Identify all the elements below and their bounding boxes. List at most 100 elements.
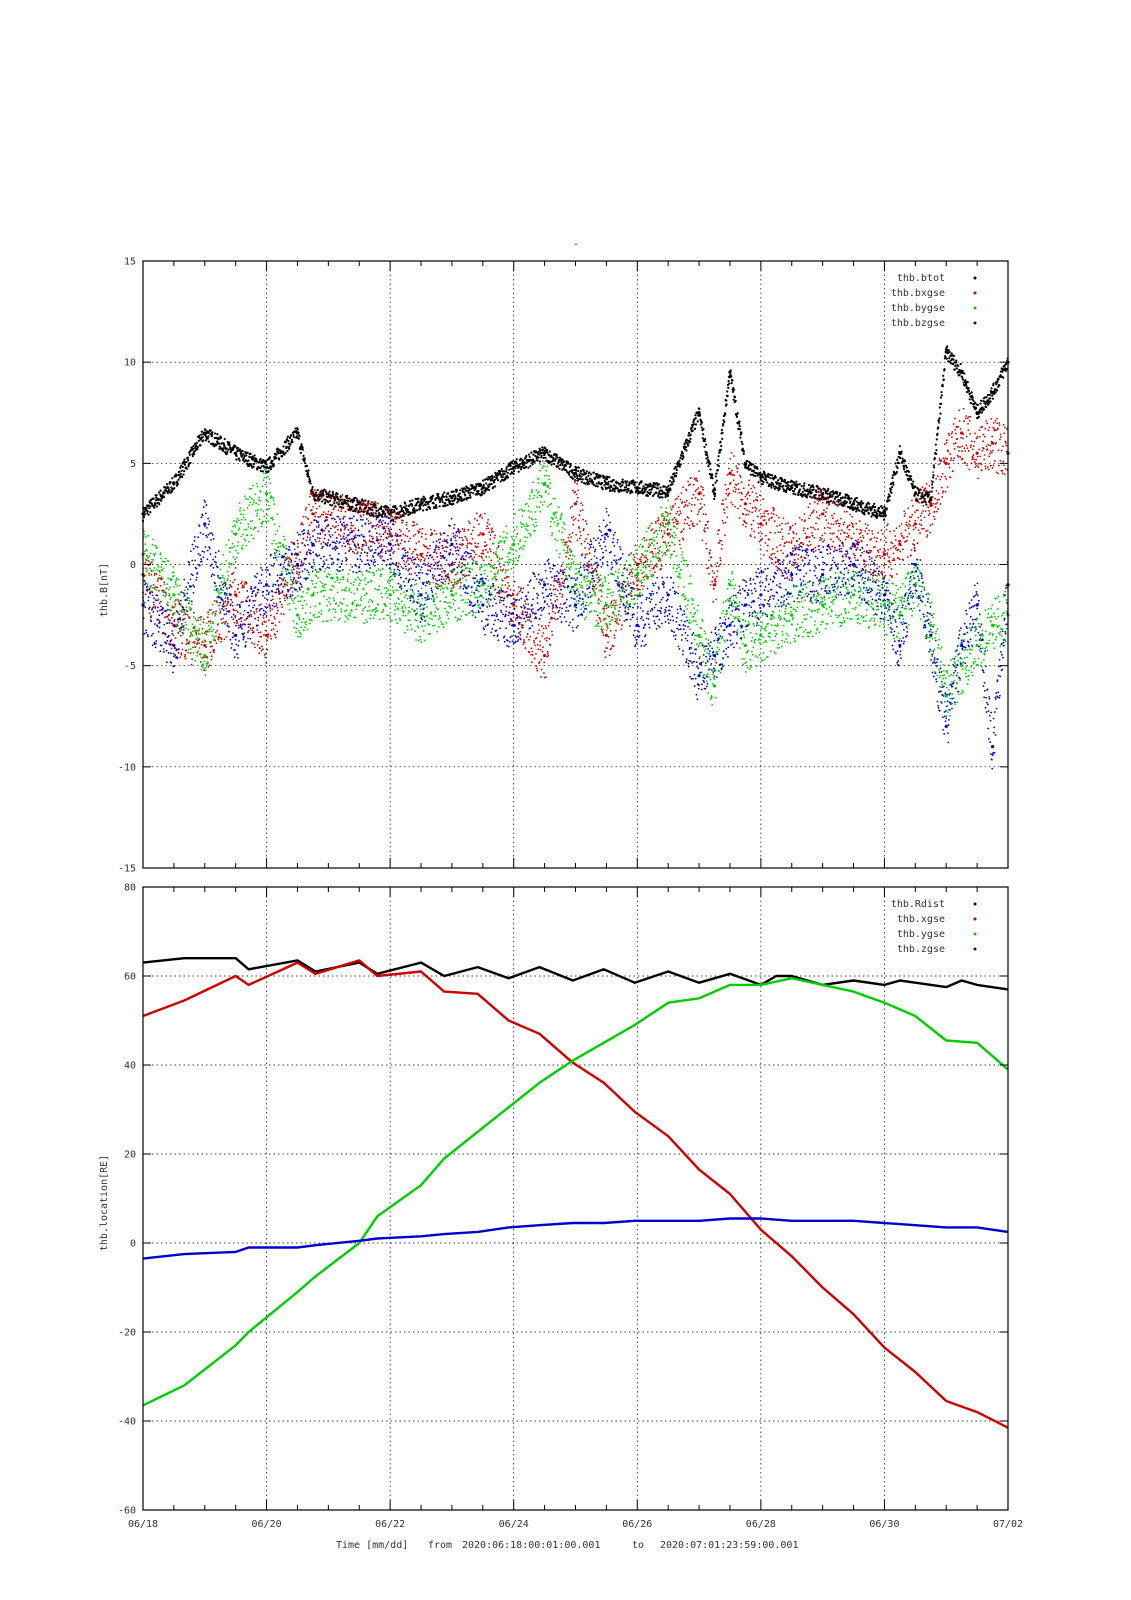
- scatter-dot: [179, 466, 182, 469]
- scatter-dot: [590, 473, 593, 476]
- scatter-dot: [834, 549, 837, 551]
- scatter-dot: [853, 556, 856, 559]
- scatter-dot: [785, 541, 788, 543]
- scatter-dot: [527, 619, 529, 621]
- scatter-dot: [631, 575, 633, 578]
- scatter-dot: [767, 475, 770, 478]
- scatter-dot: [553, 585, 555, 587]
- scatter-dot: [526, 607, 529, 610]
- scatter-dot: [991, 394, 994, 397]
- scatter-dot: [881, 533, 884, 535]
- scatter-dot: [752, 469, 755, 472]
- scatter-dot: [450, 581, 453, 584]
- scatter-dot: [607, 480, 610, 483]
- scatter-dot: [289, 436, 292, 439]
- scatter-dot: [554, 612, 557, 615]
- scatter-dot: [439, 532, 442, 535]
- scatter-dot: [624, 489, 627, 492]
- scatter-dot: [780, 549, 783, 552]
- scatter-dot: [315, 494, 319, 497]
- scatter-dot: [375, 518, 378, 521]
- scatter-dot: [591, 567, 594, 570]
- scatter-dot: [584, 547, 587, 549]
- scatter-dot: [326, 513, 329, 516]
- scatter-dot: [307, 518, 310, 520]
- scatter-dot: [796, 563, 799, 566]
- scatter-dot: [187, 642, 190, 645]
- scatter-dot: [355, 503, 358, 506]
- scatter-dot: [231, 604, 234, 607]
- scatter-dot: [638, 562, 641, 565]
- scatter-dot: [324, 513, 327, 515]
- scatter-dot: [295, 570, 298, 573]
- scatter-dot: [225, 604, 228, 607]
- scatter-dot: [608, 615, 611, 618]
- scatter-dot: [789, 526, 792, 529]
- scatter-dot: [312, 530, 314, 532]
- scatter-dot: [731, 390, 735, 393]
- scatter-dot: [371, 506, 374, 509]
- scatter-dot: [737, 507, 739, 510]
- scatter-dot: [668, 479, 671, 483]
- scatter-dot: [152, 606, 155, 608]
- scatter-dot: [577, 466, 580, 469]
- scatter-dot: [607, 635, 610, 638]
- scatter-dot: [696, 480, 699, 482]
- scatter-dot: [487, 518, 490, 521]
- scatter-dot: [295, 557, 298, 560]
- scatter-dot: [827, 497, 830, 500]
- scatter-dot: [452, 490, 455, 493]
- scatter-dot: [304, 508, 307, 511]
- scatter-dot: [829, 532, 832, 535]
- scatter-dot: [992, 382, 995, 385]
- scatter-dot: [287, 560, 290, 563]
- scatter-dot: [847, 536, 850, 539]
- scatter-dot: [419, 507, 422, 511]
- scatter-dot: [851, 515, 854, 518]
- scatter-dot: [860, 506, 863, 509]
- scatter-dot: [549, 644, 552, 647]
- scatter-dot: [222, 447, 225, 450]
- scatter-dot: [575, 500, 578, 503]
- scatter-dot: [659, 486, 662, 489]
- scatter-dot: [720, 539, 723, 542]
- scatter-dot: [528, 455, 531, 459]
- scatter-dot: [697, 498, 699, 501]
- scatter-dot: [268, 456, 271, 459]
- scatter-dot: [683, 522, 686, 525]
- scatter-dot: [772, 509, 775, 512]
- scatter-dot: [692, 493, 695, 496]
- scatter-dot: [409, 557, 412, 560]
- scatter-dot: [556, 589, 559, 592]
- scatter-dot: [494, 485, 497, 488]
- scatter-dot: [705, 523, 708, 526]
- scatter-dot: [741, 498, 744, 501]
- scatter-dot: [399, 514, 402, 516]
- scatter-dot: [494, 534, 497, 537]
- scatter-dot: [875, 578, 878, 581]
- scatter-dot: [709, 583, 712, 586]
- scatter-dot: [148, 507, 151, 510]
- scatter-dot: [408, 530, 410, 532]
- scatter-dot: [553, 462, 556, 466]
- scatter-dot: [149, 510, 152, 514]
- scatter-dot: [508, 623, 511, 625]
- scatter-dot: [746, 460, 749, 463]
- scatter-dot: [556, 456, 559, 459]
- scatter-dot: [538, 629, 541, 632]
- scatter-dot: [577, 489, 580, 492]
- scatter-dot: [747, 491, 750, 493]
- scatter-dot: [308, 524, 311, 527]
- scatter-dot: [757, 481, 760, 484]
- scatter-dot: [251, 641, 253, 644]
- scatter-dot: [838, 538, 840, 540]
- scatter-dot: [724, 521, 727, 524]
- scatter-dot: [569, 541, 572, 543]
- scatter-dot: [155, 505, 159, 508]
- scatter-dot: [754, 474, 757, 478]
- scatter-dot: [608, 654, 611, 657]
- scatter-dot: [559, 603, 562, 605]
- scatter-dot: [512, 469, 516, 473]
- scatter-dot: [306, 471, 309, 474]
- scatter-dot: [898, 445, 901, 448]
